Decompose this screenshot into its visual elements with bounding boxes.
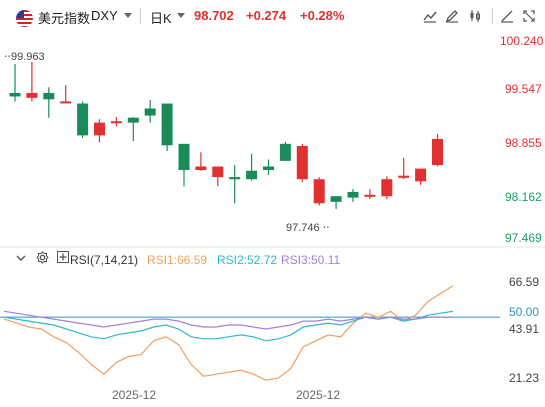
rsi-axis-tick: 21.23 — [509, 371, 540, 385]
candle-up — [60, 101, 72, 104]
candle-up — [432, 138, 443, 166]
price-change-percent: +0.28% — [300, 8, 345, 23]
candle-down — [279, 143, 291, 161]
candle-up — [212, 166, 224, 178]
header-divider — [140, 8, 141, 24]
pen-tool-icon[interactable] — [444, 8, 460, 24]
indicator-settings-icon[interactable] — [36, 251, 49, 267]
rsi3-line — [3, 310, 453, 330]
us-flag-icon — [16, 10, 33, 27]
date-label: 2025-12 — [296, 388, 341, 402]
rsi1-line — [3, 285, 454, 381]
toolbar-divider — [492, 8, 493, 24]
rsi-axis-tick: 43.91 — [509, 322, 540, 336]
candle-up — [313, 179, 325, 204]
price-axis-tick: 97.469 — [505, 231, 542, 245]
fullscreen-icon[interactable] — [521, 8, 537, 24]
rsi-title: RSI(7,14,21) — [70, 253, 139, 267]
period-dropdown-icon[interactable] — [177, 13, 185, 18]
rsi-axis-tick: 66.59 — [509, 275, 540, 289]
last-price: 98.702 — [194, 8, 234, 23]
symbol-name[interactable]: 美元指数 — [38, 11, 91, 26]
candle-up — [26, 92, 38, 98]
period-high-marker: ⋅⋅99.963 — [4, 51, 45, 63]
period-high-label: 99.963 — [11, 51, 45, 63]
rsi-panel[interactable]: 66.59 50.00 43.91 21.23 — [0, 268, 545, 386]
candle-up — [296, 145, 308, 180]
candle-down — [77, 103, 89, 136]
candle-down — [9, 92, 21, 97]
period-selector[interactable]: 日K — [150, 11, 172, 26]
price-axis-tick: 99.547 — [505, 82, 542, 96]
candle-down — [127, 117, 139, 123]
candle-up — [94, 122, 105, 136]
symbol-dropdown-icon[interactable] — [124, 13, 132, 18]
candle-down — [144, 108, 156, 116]
rsi2-value: RSI2:52.72 — [217, 253, 278, 267]
candle-up — [415, 168, 427, 182]
rsi3-value: RSI3:50.11 — [281, 253, 341, 267]
candle-down — [330, 196, 342, 202]
collapse-indicator-icon[interactable] — [16, 252, 26, 266]
line-tool-icon[interactable] — [422, 8, 438, 24]
candlestick-chart[interactable] — [0, 34, 545, 248]
candle-up — [364, 194, 376, 197]
rsi1-value: RSI1:66.59 — [147, 253, 208, 267]
candle-down — [178, 143, 190, 171]
drawing-tool-icon[interactable] — [499, 8, 515, 24]
candle-style-icon[interactable] — [467, 8, 483, 24]
rsi-reference-label: 50.00 — [509, 305, 540, 319]
candle-up — [381, 179, 393, 197]
rsi2-line — [3, 310, 454, 342]
rsi-chart[interactable] — [0, 268, 545, 386]
candle-down — [229, 177, 241, 180]
period-low-label: 97.746 — [286, 222, 320, 234]
price-axis-tick: 98.855 — [505, 136, 542, 150]
candle-down — [246, 170, 258, 180]
candle-down — [43, 92, 55, 100]
candlestick-panel[interactable]: 100.240 99.547 98.855 98.162 97.469 ⋅⋅99… — [0, 34, 545, 248]
candle-down — [347, 191, 359, 198]
add-indicator-icon[interactable] — [57, 251, 69, 266]
price-change: +0.274 — [246, 8, 287, 23]
candle-up — [398, 175, 410, 178]
candle-up — [195, 166, 207, 171]
candle-down — [161, 103, 173, 146]
candle-up — [110, 121, 122, 124]
price-axis-tick: 100.240 — [500, 34, 544, 48]
rsi-header: RSI(7,14,21) RSI1:66.59 RSI2:52.72 RSI3:… — [0, 250, 545, 270]
candle-down — [263, 166, 274, 171]
date-axis: 2025-12 2025-12 — [0, 386, 545, 406]
symbol-code[interactable]: DXY — [91, 8, 118, 23]
date-label: 2025-12 — [112, 388, 157, 402]
price-axis-tick: 98.162 — [505, 190, 542, 204]
period-low-marker: 97.746 ⋅⋅ — [286, 222, 330, 234]
quote-header: 美元指数 DXY 日K 98.702 +0.274 +0.28% — [0, 0, 545, 34]
